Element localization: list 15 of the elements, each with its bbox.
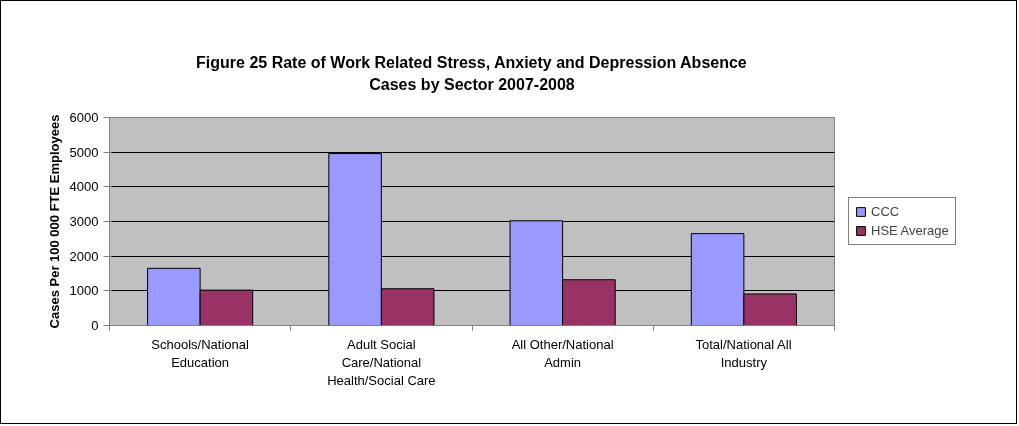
chart-title: Figure 25 Rate of Work Related Stress, Anxiety and Depression Absence Cases by Sector 2007-2008 [196,54,747,93]
legend-label: CCC [871,204,900,219]
y-tick-label: 2000 [69,248,99,264]
x-tick-label: Schools/National Education [151,336,250,370]
y-tick-label: 6000 [69,110,99,125]
x-tick-label: Total/National All Industry [695,336,792,370]
y-tick-label: 3000 [69,214,99,229]
y-tick-label: 5000 [69,144,99,160]
y-axis-title: Cases Per 100 000 FTE Employees [46,114,62,329]
y-tick-label: 0 [91,318,99,333]
legend-label: HSE Average [871,223,949,238]
x-tick-label: All Other/National Admin [511,336,614,370]
y-tick-label: 4000 [69,179,99,195]
x-tick-label: Adult Social Care/National Health/Social Care [327,336,436,388]
y-tick-label: 1000 [69,283,99,299]
